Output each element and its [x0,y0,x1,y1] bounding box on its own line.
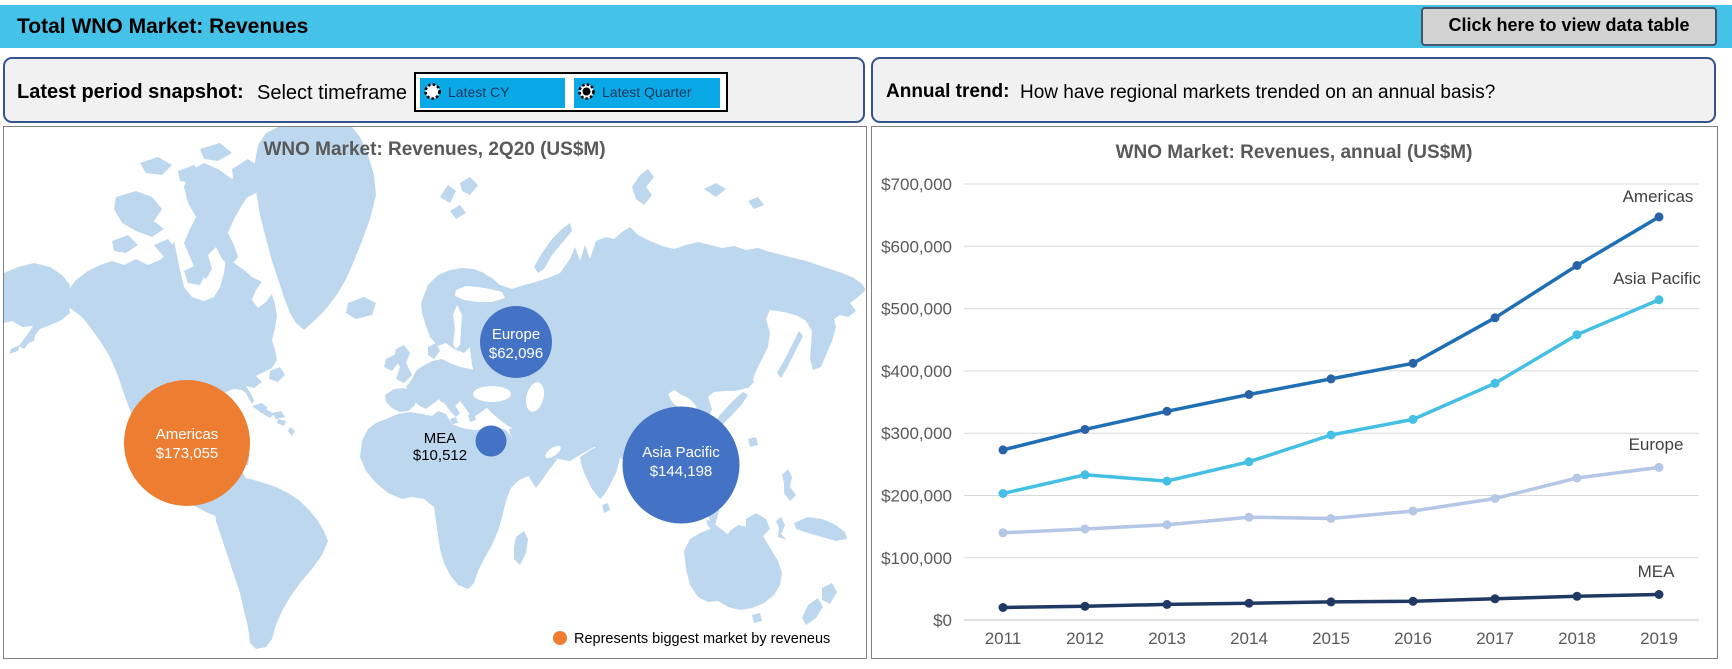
svg-text:Americas: Americas [1623,187,1694,206]
svg-text:$0: $0 [933,611,952,630]
svg-text:MEA: MEA [424,430,457,447]
svg-text:2018: 2018 [1558,629,1596,648]
svg-text:$10,512: $10,512 [413,447,467,464]
svg-text:Europe: Europe [1629,435,1684,454]
svg-text:2012: 2012 [1066,629,1104,648]
svg-text:2016: 2016 [1394,629,1432,648]
svg-text:2011: 2011 [985,629,1022,648]
svg-text:2015: 2015 [1312,629,1350,648]
svg-text:$500,000: $500,000 [881,300,952,319]
svg-text:WNO Market: Revenues, annual (: WNO Market: Revenues, annual (US$M) [1116,142,1473,163]
svg-text:$600,000: $600,000 [881,237,952,256]
svg-text:Europe: Europe [492,326,540,343]
svg-text:$100,000: $100,000 [881,549,952,568]
svg-text:2013: 2013 [1148,629,1186,648]
svg-text:Asia Pacific: Asia Pacific [1613,269,1701,288]
svg-text:$400,000: $400,000 [881,362,952,381]
svg-text:$200,000: $200,000 [881,487,952,506]
svg-text:2017: 2017 [1476,629,1514,648]
svg-text:$173,055: $173,055 [156,445,219,462]
svg-text:Asia Pacific: Asia Pacific [642,444,720,461]
svg-text:2014: 2014 [1230,629,1268,648]
svg-text:$700,000: $700,000 [881,175,952,194]
svg-text:$144,198: $144,198 [650,463,713,480]
svg-text:$62,096: $62,096 [489,345,543,362]
svg-text:$300,000: $300,000 [881,424,952,443]
svg-text:MEA: MEA [1638,562,1676,581]
svg-text:Americas: Americas [156,426,219,443]
svg-text:2019: 2019 [1640,629,1678,648]
